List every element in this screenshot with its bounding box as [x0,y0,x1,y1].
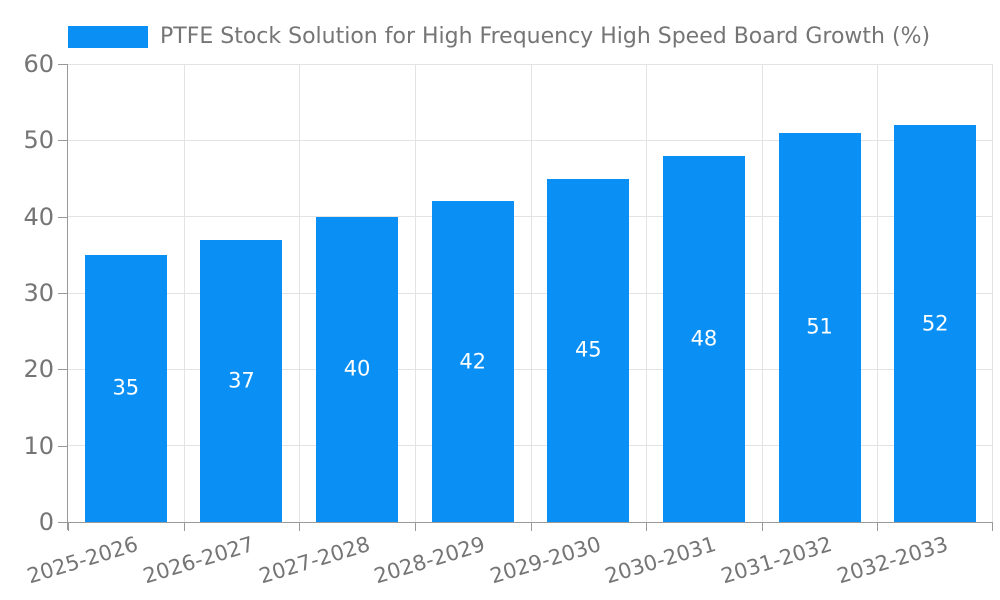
x-axis-tick-mark [183,522,185,531]
bar[interactable]: 40 [316,216,399,522]
gridline-vertical [646,64,648,522]
bar[interactable]: 52 [894,125,977,522]
x-axis-tick-label: 2031-2032 [718,531,835,589]
x-axis-tick-label: 2026-2027 [140,531,257,589]
y-axis-labels: 0 10 20 30 40 50 60 [0,52,54,534]
gridline-vertical [414,64,416,522]
y-axis-tick-label: 60 [23,50,54,78]
gridline-vertical [530,64,532,522]
bar[interactable]: 48 [662,155,745,522]
bar[interactable]: 42 [431,201,514,522]
y-axis-tick-label: 50 [23,126,54,155]
y-axis-tick-label: 30 [23,279,54,307]
legend-label: PTFE Stock Solution for High Frequency H… [160,24,931,49]
bar-value-label: 45 [574,337,602,362]
bar-value-label: 40 [343,356,371,381]
bar[interactable]: 37 [200,239,283,522]
bar-value-label: 42 [459,349,487,374]
x-axis-tick-label: 2029-2030 [487,531,604,589]
x-axis-tick-label: 2028-2029 [371,531,488,589]
gridline-vertical [761,64,763,522]
x-axis-tick-mark [299,522,301,531]
x-axis-tick-mark [992,522,993,531]
bar-value-label: 35 [112,375,140,400]
bar[interactable]: 51 [778,132,861,522]
plot-area: 35 37 40 42 45 48 51 52 [68,63,993,522]
x-axis-tick-label: 2027-2028 [255,531,373,589]
x-axis-tick-mark [414,522,416,531]
x-axis-tick-label: 2025-2026 [24,531,142,589]
bar-value-label: 37 [228,368,255,393]
y-axis-tick-mark [58,369,68,371]
x-axis-tick-label: 2030-2031 [602,531,720,589]
x-axis-tick-mark [646,522,648,531]
bar-value-label: 48 [690,326,718,351]
y-axis-tick-mark [58,216,68,218]
legend-swatch-icon [68,25,148,48]
y-axis-tick-label: 10 [23,431,54,460]
gridline-vertical [992,64,993,522]
y-axis-tick-mark [58,445,68,447]
y-axis-tick-label: 20 [23,355,54,384]
x-axis-tick-mark [761,522,763,531]
gridline-vertical [183,64,185,522]
y-axis-line [67,64,68,530]
y-axis-tick-mark [58,293,68,294]
x-axis-ticks [68,522,993,531]
x-axis-tick-mark [877,522,879,531]
y-axis-tick-mark [58,522,68,523]
x-axis-tick-mark [530,522,532,531]
y-axis-ticks [58,64,68,523]
x-axis-tick-label: 2032-2033 [834,531,951,589]
gridline-vertical [299,64,301,522]
y-axis-tick-mark [58,140,68,142]
bar-value-label: 52 [921,311,949,336]
x-axis-tick-mark [68,522,69,531]
bar-value-label: 51 [806,314,833,339]
bar[interactable]: 45 [547,178,630,522]
bar[interactable]: 35 [84,254,167,522]
y-axis-tick-label: 0 [38,508,54,536]
gridline-vertical [877,64,879,522]
legend[interactable]: PTFE Stock Solution for High Frequency H… [68,24,930,49]
x-axis-line [67,522,993,523]
x-axis-labels: 2025-2026 2026-2027 2027-2028 2028-2029 2029… [25,522,993,592]
y-axis-tick-mark [58,64,68,65]
y-axis-tick-label: 40 [23,202,54,231]
